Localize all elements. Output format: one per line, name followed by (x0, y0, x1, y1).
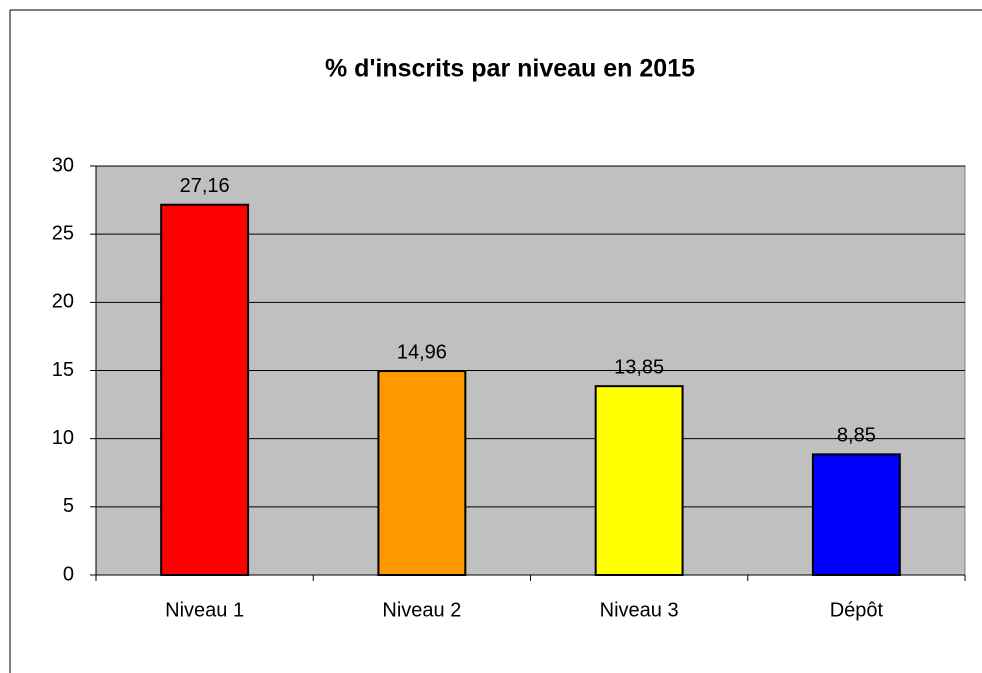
y-tick-label: 5 (63, 495, 74, 517)
chart-title: % d'inscrits par niveau en 2015 (325, 55, 695, 83)
bar (594, 385, 684, 577)
x-tick-label: Niveau 2 (382, 599, 461, 621)
value-label: 14,96 (397, 341, 447, 363)
y-tick-label: 25 (52, 222, 74, 244)
bar (377, 370, 467, 576)
y-tick-label: 30 (52, 154, 74, 176)
value-label: 13,85 (614, 356, 664, 378)
value-label: 8,85 (837, 425, 876, 447)
value-label: 27,16 (180, 175, 230, 197)
x-tick-label: Niveau 1 (165, 599, 244, 621)
bar (811, 453, 901, 576)
y-tick-label: 10 (52, 427, 74, 449)
bar (160, 203, 250, 577)
x-tick-label: Niveau 3 (600, 599, 679, 621)
y-tick-label: 20 (52, 291, 74, 313)
y-tick-label: 15 (52, 359, 74, 381)
y-tick-label: 0 (63, 563, 74, 585)
x-tick-label: Dépôt (830, 599, 884, 621)
